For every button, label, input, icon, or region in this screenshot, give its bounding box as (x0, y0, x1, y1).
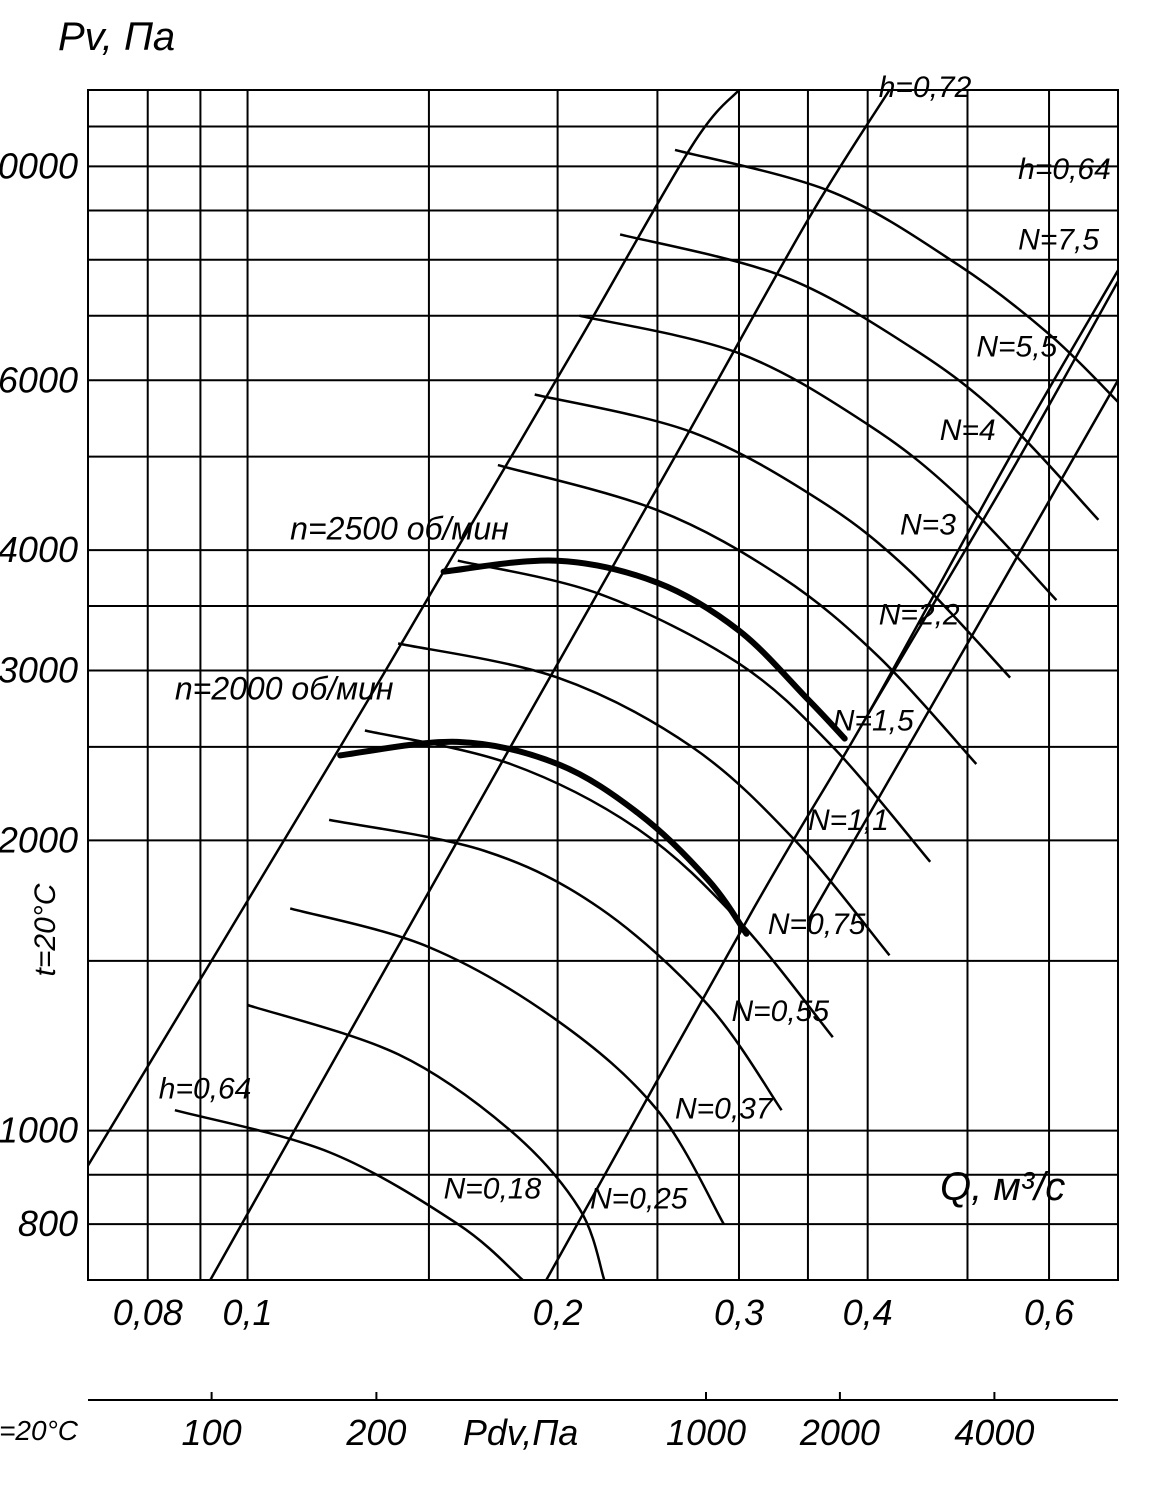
svg-text:N=1,5: N=1,5 (833, 704, 914, 737)
svg-text:100: 100 (182, 1412, 242, 1453)
svg-text:3000: 3000 (0, 650, 78, 691)
svg-text:N=0,37: N=0,37 (675, 1092, 774, 1125)
svg-text:N=3: N=3 (900, 509, 956, 542)
svg-text:N=0,18: N=0,18 (444, 1173, 542, 1206)
svg-text:N=0,75: N=0,75 (768, 908, 866, 941)
svg-text:4000: 4000 (954, 1412, 1034, 1453)
svg-text:2000: 2000 (799, 1412, 880, 1453)
svg-text:1000: 1000 (666, 1412, 746, 1453)
svg-text:N=4: N=4 (940, 414, 996, 447)
svg-text:t=20°C: t=20°C (29, 883, 62, 976)
svg-text:N=0,25: N=0,25 (590, 1183, 688, 1216)
svg-text:1000: 1000 (0, 1110, 78, 1151)
svg-text:6000: 6000 (0, 359, 78, 400)
svg-text:0,4: 0,4 (843, 1292, 893, 1333)
svg-text:Pv, Па: Pv, Па (58, 15, 175, 59)
svg-text:4000: 4000 (0, 529, 78, 570)
svg-text:Pdv,Па: Pdv,Па (463, 1412, 578, 1453)
svg-text:n=2000 об/мин: n=2000 об/мин (175, 670, 394, 706)
fan-performance-chart: h=0,64 h=0,72 h=0,64 N=0,18 N=0,25 N=0,37 N=0,… (0, 0, 1171, 1495)
svg-text:h=0,64: h=0,64 (1018, 153, 1111, 186)
svg-text:10000: 10000 (0, 145, 78, 186)
svg-text:h=0,72: h=0,72 (879, 71, 972, 104)
svg-text:0,08: 0,08 (113, 1292, 183, 1333)
svg-text:0,3: 0,3 (714, 1292, 764, 1333)
svg-text:200: 200 (345, 1412, 406, 1453)
svg-text:N=1,1: N=1,1 (808, 804, 889, 837)
svg-text:800: 800 (18, 1203, 78, 1244)
svg-text:n=2500 об/мин: n=2500 об/мин (290, 511, 509, 547)
svg-text:N=5,5: N=5,5 (976, 331, 1057, 364)
svg-text:t=20°C: t=20°C (0, 1415, 79, 1446)
svg-text:N=7,5: N=7,5 (1018, 223, 1099, 256)
svg-text:0,1: 0,1 (223, 1292, 273, 1333)
svg-text:Q, м³/с: Q, м³/с (940, 1165, 1065, 1209)
svg-text:N=0,55: N=0,55 (731, 995, 829, 1028)
svg-text:2000: 2000 (0, 819, 78, 860)
svg-text:0,6: 0,6 (1024, 1292, 1075, 1333)
svg-text:N=2,2: N=2,2 (879, 598, 960, 631)
svg-text:h=0,64: h=0,64 (159, 1072, 252, 1105)
svg-text:0,2: 0,2 (533, 1292, 583, 1333)
